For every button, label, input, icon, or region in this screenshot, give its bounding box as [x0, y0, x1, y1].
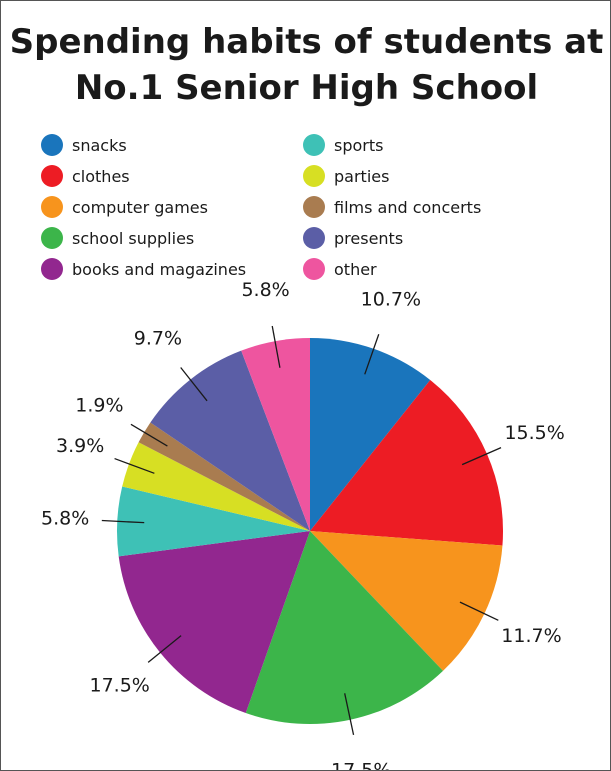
legend-swatch-clothes [41, 165, 63, 187]
legend-item-school-supplies: school supplies [41, 224, 194, 252]
legend-label-clothes: clothes [72, 166, 130, 186]
legend-item-computer-games: computer games [41, 193, 208, 221]
pie-slice-clothes [310, 379, 503, 546]
chart-title-line-1: Spending habits of students at [9, 22, 604, 62]
chart-title: Spending habits of students at No.1 Seni… [1, 19, 610, 111]
pie-slice-school-supplies [245, 531, 443, 724]
pct-label-computer-games: 11.7% [501, 625, 561, 647]
legend-item-films-and-concerts: films and concerts [303, 193, 481, 221]
leader-line-sports [101, 519, 145, 524]
leader-line-clothes [461, 447, 502, 466]
leader-line-school-supplies [344, 693, 355, 735]
legend-swatch-books-and-magazines [41, 258, 63, 280]
leader-line-parties [114, 457, 155, 474]
legend-label-computer-games: computer games [72, 197, 208, 217]
legend-swatch-presents [303, 227, 325, 249]
leader-line-other [271, 325, 281, 368]
legend-label-school-supplies: school supplies [72, 228, 195, 248]
legend-label-sports: sports [334, 135, 384, 155]
pie-slice-sports [117, 486, 311, 557]
pie-slice-snacks [310, 338, 431, 531]
pct-label-parties: 3.9% [56, 435, 104, 457]
legend-swatch-computer-games [41, 196, 63, 218]
legend-label-other: other [334, 259, 377, 279]
legend-swatch-school-supplies [41, 227, 63, 249]
legend-item-parties: parties [303, 162, 389, 190]
legend-item-clothes: clothes [41, 162, 130, 190]
leader-line-books-and-magazines [147, 635, 182, 663]
pct-label-snacks: 10.7% [361, 289, 421, 311]
legend-item-sports: sports [303, 131, 383, 159]
legend-swatch-other [303, 258, 325, 280]
pct-label-films-and-concerts: 1.9% [75, 395, 123, 417]
leader-line-films-and-concerts [130, 423, 168, 447]
pct-label-clothes: 15.5% [504, 422, 564, 444]
leader-line-snacks [364, 334, 380, 375]
legend-swatch-snacks [41, 134, 63, 156]
legend-label-parties: parties [334, 166, 390, 186]
legend-item-presents: presents [303, 224, 403, 252]
pct-label-sports: 5.8% [41, 508, 89, 530]
leader-line-computer-games [459, 601, 499, 621]
legend-item-other: other [303, 255, 377, 283]
pie-slice-films-and-concerts [138, 422, 310, 531]
legend-swatch-films-and-concerts [303, 196, 325, 218]
pie-slice-parties [122, 442, 310, 531]
pct-label-presents: 9.7% [134, 328, 182, 350]
pct-label-books-and-magazines: 17.5% [89, 674, 149, 696]
legend-label-presents: presents [334, 228, 404, 248]
legend-swatch-parties [303, 165, 325, 187]
pct-label-other: 5.8% [241, 279, 289, 301]
pie-slice-presents [150, 350, 310, 531]
legend-item-books-and-magazines: books and magazines [41, 255, 246, 283]
legend-item-snacks: snacks [41, 131, 127, 159]
chart-title-line-2: No.1 Senior High School [74, 68, 539, 108]
legend-label-films-and-concerts: films and concerts [334, 197, 482, 217]
pie-slice-other [241, 338, 310, 531]
legend-label-snacks: snacks [72, 135, 127, 155]
pct-label-school-supplies: 17.5% [331, 760, 391, 771]
chart-legend: snacks clothes computer games school suppli… [41, 131, 601, 281]
leader-line-presents [180, 367, 208, 402]
legend-swatch-sports [303, 134, 325, 156]
pie-slice-books-and-magazines [118, 531, 310, 713]
legend-label-books-and-magazines: books and magazines [72, 259, 247, 279]
pie-slice-computer-games [310, 531, 503, 671]
